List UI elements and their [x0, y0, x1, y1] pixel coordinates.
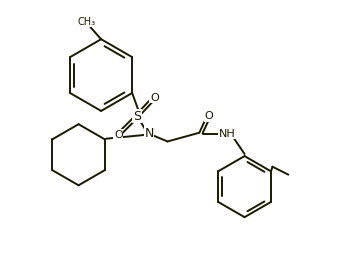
Text: O: O — [114, 130, 123, 140]
Text: N: N — [144, 127, 154, 140]
Text: O: O — [150, 93, 159, 103]
Text: O: O — [204, 111, 213, 121]
Text: CH₃: CH₃ — [78, 17, 95, 27]
Text: S: S — [133, 110, 141, 123]
Text: NH: NH — [219, 128, 236, 139]
